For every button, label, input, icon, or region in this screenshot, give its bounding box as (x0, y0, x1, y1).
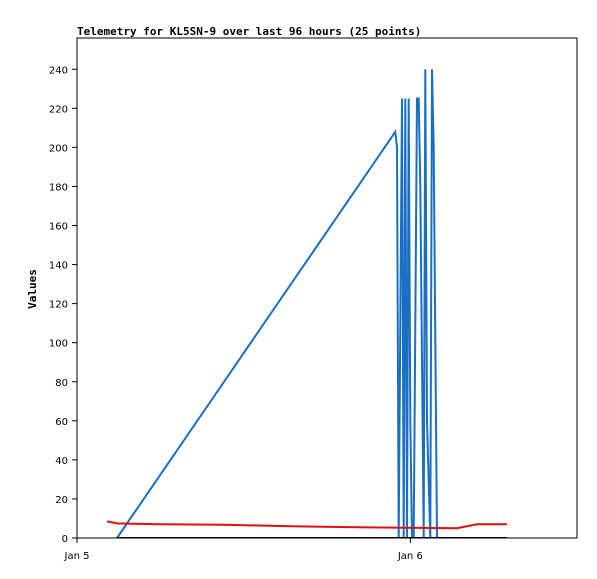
y-axis-label: Values (26, 269, 39, 309)
y-tick-label: 120 (49, 300, 68, 311)
y-tick-label: 60 (55, 417, 68, 428)
y-tick-label: 240 (49, 65, 68, 76)
y-tick-label: 0 (62, 534, 68, 545)
x-tick-label: Jan 5 (64, 551, 90, 562)
y-tick-label: 140 (49, 261, 68, 272)
y-tick-label: 220 (49, 104, 68, 115)
series-line-2 (106, 520, 507, 530)
y-tick-label: 180 (49, 182, 68, 193)
y-tick-label: 100 (49, 339, 68, 350)
x-tick-label: Jan 6 (397, 551, 423, 562)
series-layer (106, 69, 507, 538)
plot-border (76, 37, 578, 539)
chart-title: Telemetry for KL5SN-9 over last 96 hours… (77, 25, 421, 38)
plot-frame (76, 37, 578, 539)
series-line-1 (116, 69, 451, 538)
y-tick-label: 160 (49, 222, 68, 233)
y-tick-label: 200 (49, 143, 68, 154)
x-axis: Jan 5 Jan 6 (64, 538, 423, 562)
y-tick-label: 20 (55, 495, 68, 506)
y-tick-label: 80 (55, 378, 68, 389)
y-tick-label: 40 (55, 456, 68, 467)
y-axis: 0 20 40 60 80 100 120 140 160 180 200 220 240 (49, 65, 77, 545)
